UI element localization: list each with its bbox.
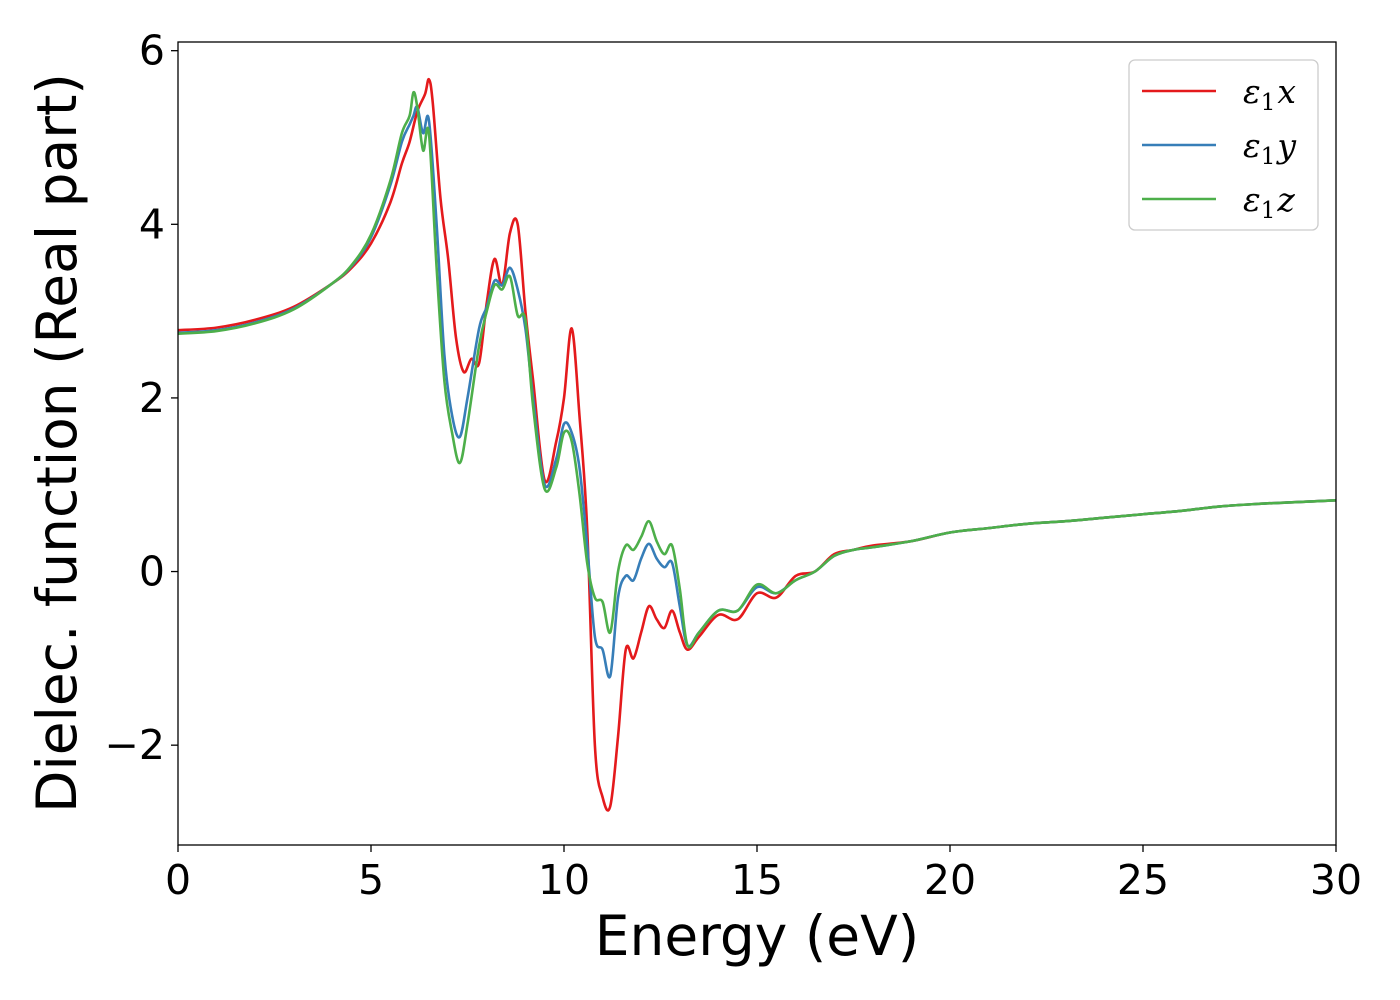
- x-tick-label: 20: [924, 856, 976, 904]
- legend-box: [1128, 59, 1319, 231]
- x-tick-label: 0: [165, 856, 191, 904]
- legend-label-z: ε1z: [1243, 180, 1295, 224]
- y-tick-label: 2: [139, 374, 165, 422]
- y-axis-ticks: −2 0 2 4 6: [105, 27, 178, 769]
- x-tick-label: 10: [538, 856, 590, 904]
- y-tick-label: 6: [139, 27, 165, 75]
- legend: ε1x ε1y ε1z: [1128, 59, 1319, 231]
- y-tick-label: 4: [139, 200, 165, 248]
- y-tick-label: −2: [105, 721, 165, 769]
- x-axis-title: Energy (eV): [595, 904, 919, 968]
- series-line-z: [178, 90, 1336, 649]
- x-tick-label: 5: [358, 856, 384, 904]
- y-axis-title: Dielec. function (Real part): [25, 73, 89, 813]
- legend-label-x: ε1x: [1243, 72, 1296, 116]
- x-tick-label: 25: [1117, 856, 1169, 904]
- x-axis-ticks: 0 5 10 15 20 25 30: [165, 845, 1362, 904]
- legend-label-y: ε1y: [1243, 126, 1296, 170]
- x-tick-label: 30: [1310, 856, 1362, 904]
- series-layer: [178, 78, 1336, 812]
- y-tick-label: 0: [139, 548, 165, 596]
- x-tick-label: 15: [731, 856, 783, 904]
